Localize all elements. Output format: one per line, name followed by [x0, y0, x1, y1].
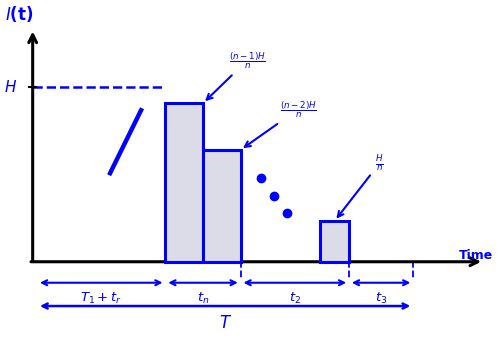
Text: $T$: $T$	[218, 314, 232, 332]
Text: $\frac{H}{n}$: $\frac{H}{n}$	[338, 154, 383, 217]
Text: Time: Time	[458, 249, 493, 262]
Text: $T_1+t_r$: $T_1+t_r$	[80, 291, 122, 306]
Text: $t_n$: $t_n$	[197, 291, 209, 306]
Text: $\mathbf{\mathit{I}(t)}$: $\mathbf{\mathit{I}(t)}$	[5, 4, 34, 24]
Bar	[203, 150, 240, 262]
Text: $\frac{(n-2)H}{n}$: $\frac{(n-2)H}{n}$	[245, 99, 316, 147]
Text: $t_2$: $t_2$	[289, 291, 301, 306]
Text: $t_3$: $t_3$	[375, 291, 387, 306]
Text: $\mathbf{\mathit{H}}$: $\mathbf{\mathit{H}}$	[4, 79, 17, 95]
Bar	[320, 221, 349, 262]
Bar	[166, 103, 203, 262]
Text: $\frac{(n-1)H}{n}$: $\frac{(n-1)H}{n}$	[206, 50, 266, 100]
